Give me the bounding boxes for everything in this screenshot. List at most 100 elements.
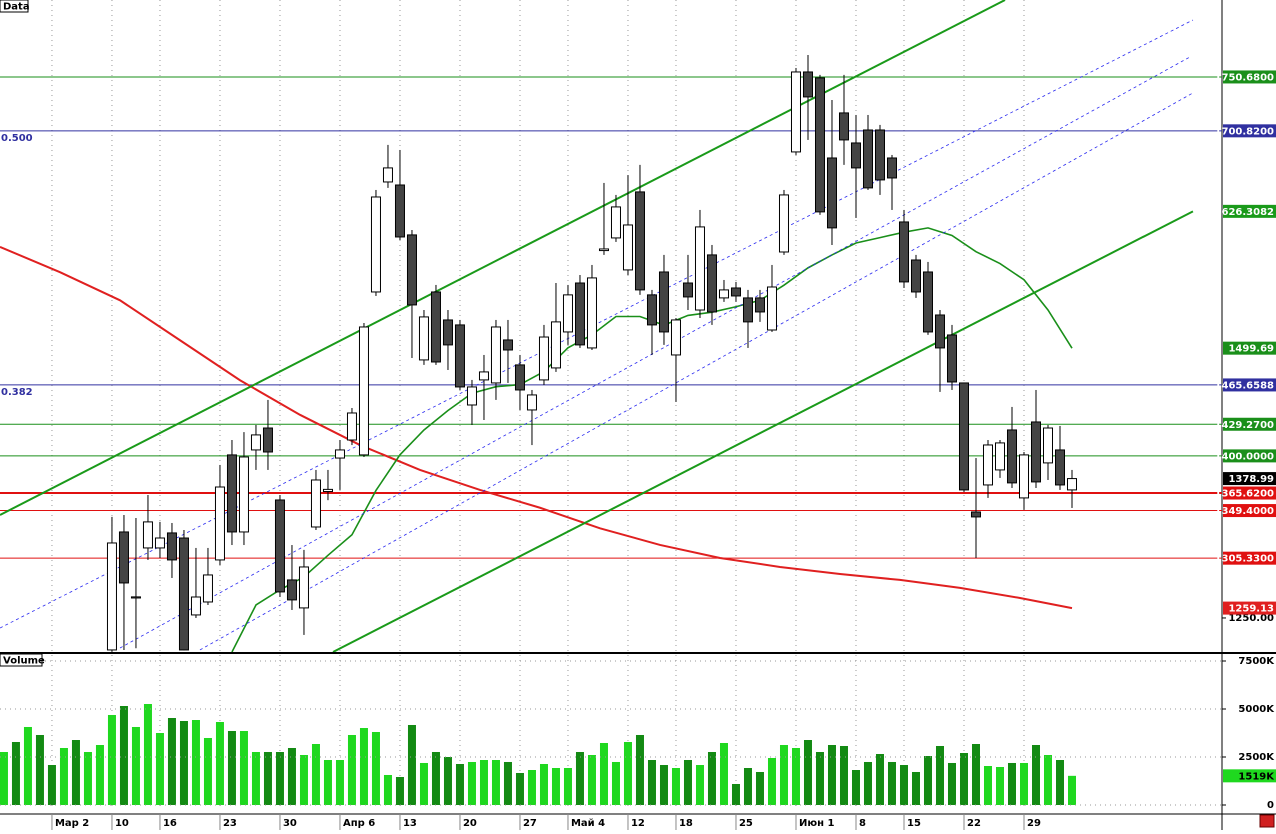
candle-body xyxy=(154,537,165,549)
price-tag-box xyxy=(1223,70,1276,84)
volume-bar xyxy=(71,740,80,805)
candle-body xyxy=(466,386,477,406)
volume-bar xyxy=(335,759,344,805)
candle-body xyxy=(334,449,345,459)
candle-body xyxy=(646,294,657,326)
x-tick-label: 30 xyxy=(283,818,297,829)
volume-bar xyxy=(719,743,728,805)
candle-body xyxy=(622,224,633,271)
candle-body xyxy=(742,297,753,323)
overlay-line xyxy=(0,19,1194,629)
candle-body xyxy=(454,324,465,388)
volume-bar xyxy=(191,720,200,805)
candle-body xyxy=(178,537,189,651)
candle-body xyxy=(550,321,561,369)
candle-body xyxy=(718,289,729,299)
price-tag-box xyxy=(1223,124,1276,138)
volume-bar xyxy=(659,765,668,805)
price-tag-box xyxy=(1223,504,1276,518)
y-tick-label: 2500K xyxy=(1238,752,1275,763)
candle-body xyxy=(502,339,513,351)
volume-bar xyxy=(431,752,440,805)
volume-bar xyxy=(887,761,896,805)
x-tick-label: 20 xyxy=(463,818,477,829)
candle-body xyxy=(430,291,441,363)
volume-tag: 1519K xyxy=(1238,771,1275,782)
candle-body xyxy=(982,444,993,486)
volume-bar xyxy=(575,752,584,805)
price-tag: 1378.99 xyxy=(1228,474,1274,485)
price-tag-box xyxy=(1223,486,1276,500)
x-tick-label: 23 xyxy=(223,818,237,829)
price-tag: 1259.13 xyxy=(1228,604,1274,615)
volume-bar xyxy=(203,737,212,805)
overlay-line xyxy=(332,210,1194,652)
x-tick-label: 27 xyxy=(523,818,537,829)
volume-bar xyxy=(515,772,524,805)
volume-bar xyxy=(263,752,272,805)
price-tag: 1305.3300 xyxy=(1215,554,1275,565)
candle-body xyxy=(610,206,621,239)
x-tick-label: 22 xyxy=(967,818,981,829)
candle-body xyxy=(166,532,177,561)
candle-body xyxy=(538,336,549,381)
candle-body xyxy=(526,394,537,411)
price-tag: 1750.6800 xyxy=(1215,72,1275,83)
candle-body xyxy=(130,596,141,599)
volume-bar xyxy=(95,745,104,805)
volume-bar xyxy=(479,759,488,805)
candle-body xyxy=(1006,429,1017,484)
candle-body xyxy=(994,442,1005,471)
volume-bar xyxy=(923,756,932,805)
volume-bar xyxy=(11,742,20,805)
x-tick-label: 18 xyxy=(679,818,693,829)
price-tag: 1349.4000 xyxy=(1215,506,1275,517)
x-tick-label: 16 xyxy=(163,818,177,829)
candle-body xyxy=(286,579,297,601)
volume-bar xyxy=(347,734,356,805)
price-tag: 1465.6588 xyxy=(1215,380,1275,391)
volume-bar xyxy=(803,740,812,805)
volume-bar xyxy=(851,769,860,805)
volume-bar xyxy=(275,752,284,805)
candle-body xyxy=(202,574,213,603)
volume-bar xyxy=(455,764,464,805)
candle-body xyxy=(898,221,909,283)
y-tick-label: 0 xyxy=(1267,800,1274,811)
candle-body xyxy=(586,277,597,349)
volume-bar xyxy=(1055,759,1064,805)
x-tick-label: Май 4 xyxy=(571,818,605,829)
candle-body xyxy=(754,297,765,313)
volume-bar xyxy=(767,757,776,805)
volume-bar xyxy=(671,768,680,805)
axes: Мар 2 10 16 23 30 Апр 6 13 20 27 Май 4 12 18 25 Июн 1… xyxy=(51,70,1276,830)
candle-body xyxy=(706,254,717,313)
panel-title: Volume xyxy=(3,656,45,667)
scroll-button[interactable] xyxy=(1259,814,1275,828)
candle-body xyxy=(802,71,813,98)
candle-body xyxy=(442,319,453,346)
volume-bar xyxy=(179,721,188,805)
volume-bar xyxy=(1007,762,1016,805)
panel-title-box xyxy=(0,653,43,667)
y-tick-label: 7500K xyxy=(1238,656,1275,667)
volume-bar xyxy=(875,754,884,805)
x-tick-label: 12 xyxy=(631,818,645,829)
candle-body xyxy=(214,486,225,561)
volume-bar xyxy=(155,733,164,805)
candle-body xyxy=(778,194,789,253)
volume-bar xyxy=(35,734,44,805)
volume-bar xyxy=(539,764,548,805)
volume-bar xyxy=(683,759,692,805)
x-tick-label: 10 xyxy=(115,818,129,829)
volume-bar xyxy=(815,752,824,805)
candle-body xyxy=(826,157,837,229)
volume-bar xyxy=(23,726,32,805)
price-tag-box xyxy=(1223,551,1276,565)
volume-bar xyxy=(131,726,140,805)
volume-bar xyxy=(983,766,992,805)
volume-bar xyxy=(467,761,476,805)
price-tag-box xyxy=(1223,204,1276,218)
